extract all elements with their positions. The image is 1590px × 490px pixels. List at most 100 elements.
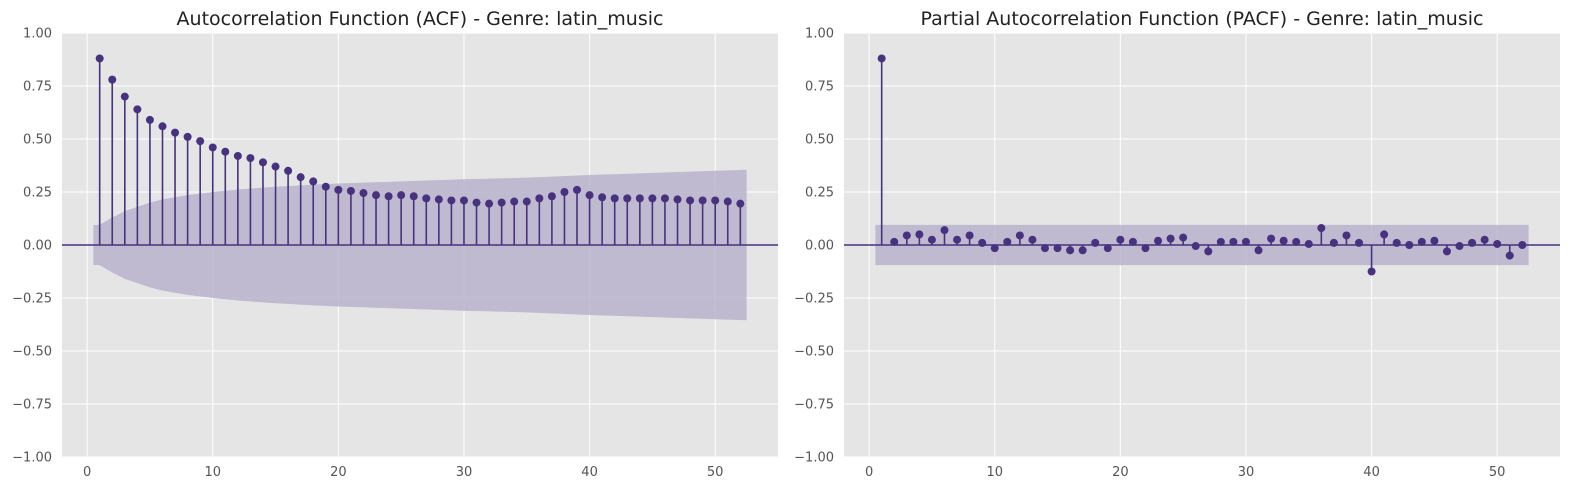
pacf-point — [1430, 236, 1439, 245]
pacf-point — [1392, 238, 1401, 247]
acf-point — [434, 195, 443, 204]
acf-y-tick-label: −0.75 — [12, 398, 52, 413]
pacf-point — [1103, 244, 1112, 253]
acf-point — [497, 198, 506, 207]
pacf-point — [1229, 237, 1238, 246]
pacf-point — [1141, 244, 1150, 253]
acf-point — [573, 185, 582, 194]
acf-point — [271, 162, 280, 171]
pacf-point — [1342, 231, 1351, 240]
acf-stems — [95, 54, 745, 245]
pacf-x-tick-label: 10 — [986, 465, 1003, 480]
pacf-point — [940, 226, 949, 235]
acf-point — [711, 196, 720, 205]
pacf-point — [1468, 238, 1477, 247]
pacf-point — [1267, 234, 1276, 243]
pacf-point — [890, 237, 899, 246]
acf-point — [610, 194, 619, 203]
acf-point — [120, 92, 129, 101]
pacf-point — [1040, 244, 1049, 253]
acf-point — [673, 195, 682, 204]
acf-point — [623, 194, 632, 203]
pacf-x-tick-label: 20 — [1112, 465, 1129, 480]
acf-point — [585, 191, 594, 200]
acf-point — [522, 197, 531, 206]
pacf-point — [965, 231, 974, 240]
acf-y-tick-label: 1.00 — [23, 27, 52, 42]
acf-point — [535, 194, 544, 203]
acf-y-tick-label: 0.50 — [23, 133, 52, 148]
acf-x-tick-label: 30 — [456, 465, 473, 480]
acf-point — [560, 188, 569, 196]
acf-point — [447, 196, 456, 205]
acf-point — [108, 75, 117, 84]
acf-x-tick-label: 10 — [204, 465, 221, 480]
acf-y-tick-label: 0.25 — [23, 186, 52, 201]
pacf-x-tick-label: 40 — [1363, 465, 1380, 480]
acf-point — [698, 196, 707, 205]
pacf-point — [1442, 247, 1451, 256]
pacf-point — [1028, 235, 1037, 244]
acf-point — [284, 166, 293, 175]
pacf-point — [1091, 238, 1100, 247]
acf-point — [397, 191, 406, 200]
pacf-point — [927, 235, 936, 244]
acf-y-tick-label: −0.50 — [12, 345, 52, 360]
acf-point — [95, 54, 104, 63]
pacf-x-ticks: 0 10 20 30 40 50 — [865, 465, 1505, 480]
pacf-point — [1154, 236, 1163, 245]
acf-point — [221, 147, 230, 156]
pacf-point — [1304, 239, 1313, 248]
acf-y-tick-label: 0.00 — [23, 239, 52, 254]
pacf-point — [1078, 246, 1087, 255]
pacf-title: Partial Autocorrelation Function (PACF) … — [921, 8, 1484, 30]
pacf-point — [877, 54, 886, 63]
acf-y-tick-label: 0.75 — [23, 80, 52, 95]
pacf-panel: −1.00 −0.75 −0.50 −0.25 0.00 0.25 0.50 0.75 1.00… — [794, 8, 1560, 480]
pacf-y-tick-label: −1.00 — [794, 451, 834, 466]
acf-point — [598, 193, 607, 202]
acf-point — [296, 173, 305, 182]
acf-point — [648, 194, 657, 203]
pacf-point — [1480, 235, 1489, 244]
acf-point — [158, 122, 167, 131]
pacf-point — [1166, 234, 1175, 243]
pacf-point — [1518, 241, 1527, 249]
acf-point — [723, 197, 732, 206]
acf-point — [359, 189, 368, 198]
pacf-y-tick-label: 0.50 — [805, 133, 834, 148]
pacf-point — [1317, 224, 1326, 233]
pacf-x-tick-label: 0 — [865, 465, 873, 480]
acf-point — [409, 192, 418, 201]
pacf-point — [978, 238, 987, 247]
acf-point — [384, 192, 393, 201]
acf-point — [635, 194, 644, 203]
pacf-point — [1116, 235, 1125, 244]
pacf-point — [1355, 238, 1364, 247]
pacf-y-tick-label: −0.75 — [794, 398, 834, 413]
pacf-y-tick-label: −0.25 — [794, 292, 834, 307]
acf-point — [372, 191, 381, 200]
pacf-point — [1179, 233, 1188, 242]
pacf-point — [902, 231, 911, 240]
pacf-point — [1505, 251, 1514, 260]
acf-point — [510, 197, 519, 206]
pacf-point — [1493, 239, 1502, 248]
pacf-point — [1066, 246, 1075, 255]
acf-point — [472, 198, 481, 207]
acf-point — [208, 143, 217, 152]
pacf-y-ticks: −1.00 −0.75 −0.50 −0.25 0.00 0.25 0.50 0.75 1.00 — [794, 27, 834, 466]
acf-point — [258, 158, 267, 167]
pacf-point — [1254, 246, 1263, 255]
acf-point — [422, 194, 431, 203]
pacf-point — [1053, 244, 1062, 253]
acf-point — [346, 186, 355, 195]
acf-point — [196, 137, 205, 146]
pacf-point — [1241, 237, 1250, 246]
pacf-grid — [844, 32, 1560, 458]
pacf-y-tick-label: 0.75 — [805, 80, 834, 95]
acf-point — [171, 128, 180, 137]
pacf-x-tick-label: 30 — [1238, 465, 1255, 480]
acf-y-tick-label: −1.00 — [12, 451, 52, 466]
